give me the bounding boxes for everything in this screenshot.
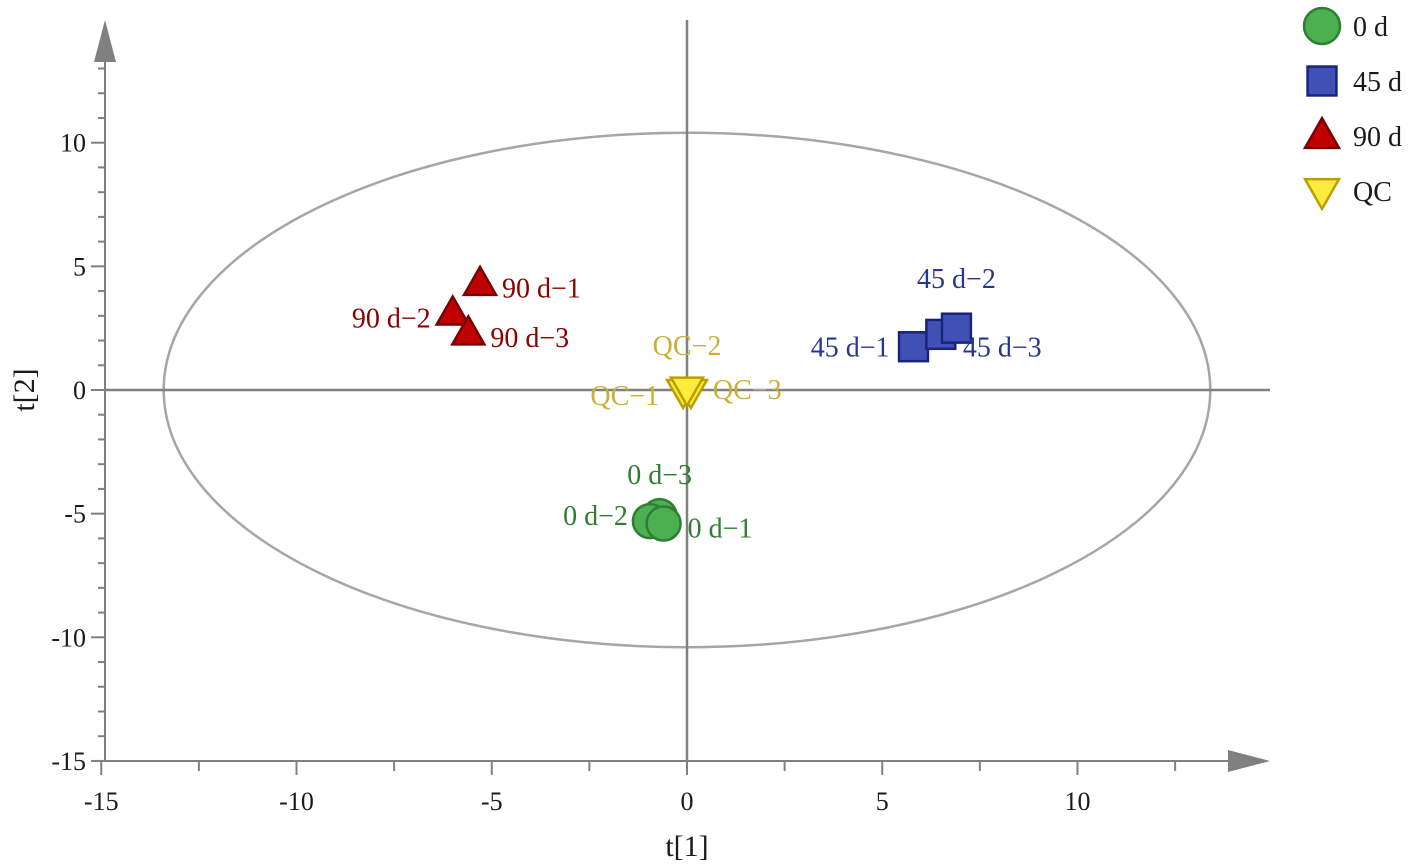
y-tick-label: 0	[73, 376, 86, 405]
point-label: 0 d−3	[627, 460, 692, 491]
point-90d-3	[450, 313, 487, 346]
point-90d-1	[461, 264, 499, 297]
legend-label: 0 d	[1353, 12, 1388, 43]
point-label: QC−3	[713, 375, 782, 406]
x-axis-arrow	[1228, 750, 1270, 772]
legend-marker	[1302, 115, 1342, 150]
point-QC-2	[668, 376, 706, 409]
point-label: 90 d−3	[490, 323, 569, 354]
y-tick-label: 5	[73, 252, 86, 281]
legend-marker	[1306, 65, 1338, 97]
legend-item: 0 d	[1302, 6, 1388, 46]
x-tick-label: -5	[481, 787, 503, 816]
point-label: 0 d−1	[688, 514, 753, 545]
legend-label: QC	[1353, 177, 1392, 208]
legend-item: 90 d	[1302, 115, 1402, 153]
point-45d-2	[940, 312, 973, 344]
legend-label: 45 d	[1353, 67, 1402, 98]
legend-item: 45 d	[1306, 65, 1402, 98]
point-label: 45 d−3	[963, 332, 1042, 363]
y-tick-label: -15	[51, 747, 86, 776]
point-label: 90 d−2	[352, 303, 431, 334]
y-tick-label: 10	[60, 129, 86, 158]
x-axis-title: t[1]	[665, 830, 708, 863]
x-tick-label: 0	[681, 787, 694, 816]
y-axis-title: t[2]	[8, 368, 41, 411]
y-tick-label: -10	[51, 623, 86, 652]
point-label: 45 d−1	[811, 333, 890, 364]
point-45d-1	[897, 331, 930, 363]
point-label: QC−2	[653, 331, 722, 362]
x-tick-label: 5	[876, 787, 889, 816]
point-90d-2	[434, 294, 471, 326]
legend: 0 d 45 d 90 d QC	[1302, 6, 1402, 212]
y-tick-label: -5	[64, 500, 86, 529]
x-tick-label: 10	[1065, 787, 1091, 816]
point-label: 45 d−2	[917, 264, 996, 295]
legend-marker	[1302, 6, 1342, 46]
point-label: QC−1	[590, 381, 659, 412]
point-0d-1	[645, 505, 682, 542]
x-tick-label: -15	[84, 787, 119, 816]
y-axis-arrow	[94, 20, 116, 62]
legend-marker	[1302, 177, 1342, 212]
point-label: 0 d−2	[563, 501, 628, 532]
legend-label: 90 d	[1353, 122, 1402, 153]
x-tick-label: -10	[279, 787, 314, 816]
point-label: 90 d−1	[502, 274, 581, 305]
legend-item: QC	[1302, 177, 1392, 212]
